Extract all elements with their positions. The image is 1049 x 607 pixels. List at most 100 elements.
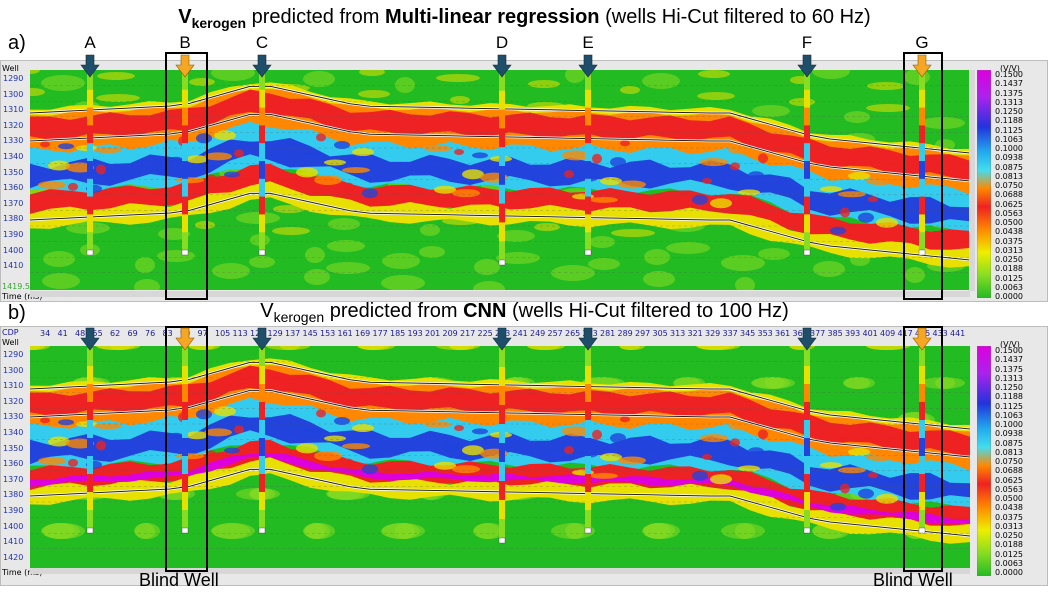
panel-b-colorbar [977,346,991,576]
background-speckle [304,269,330,285]
amplitude-speckle [710,474,732,485]
amplitude-speckle [702,453,712,460]
well-arrow-icon [912,327,932,351]
amplitude-speckle [720,181,736,188]
amplitude-speckle [224,171,240,178]
well-log-segment [499,519,505,539]
well-log-segment [919,348,925,367]
background-speckle [497,230,535,242]
well-log-C[interactable] [258,72,266,256]
well-log-segment [87,474,93,493]
panel-a-time-tick: 1370 [3,198,24,208]
well-log-segment [259,72,265,91]
panel-a-seismic-section[interactable] [30,70,970,290]
colorbar-tick: 0.0188 [995,264,1023,274]
well-log-G[interactable] [918,348,926,534]
well-log-segment [804,89,810,109]
panel-a-time-tick: 1320 [3,120,24,130]
background-speckle [644,249,670,265]
well-label-E: E [582,33,594,52]
panel-b-time-tick: 1290 [3,350,24,359]
background-speckle [565,70,585,83]
colorbar-tick: 0.0563 [995,484,1023,494]
well-log-A[interactable] [86,348,94,534]
background-speckle [620,86,640,94]
well-log-segment [804,474,810,493]
well-log-segment [182,178,188,198]
amplitude-speckle [362,464,378,475]
well-log-B[interactable] [181,348,189,534]
blind-well-box-b-a [165,52,208,300]
cdp-tick: 265 [565,329,581,338]
well-log-segment [585,348,591,367]
well-log-segment [499,72,505,92]
well-log-segment [259,125,265,144]
well-log-B[interactable] [181,72,189,256]
cdp-tick: 369 [792,329,808,338]
colorbar-tick: 0.0813 [995,171,1023,181]
amplitude-speckle [620,416,630,423]
panel-b-time-tick: 1320 [3,396,24,406]
well-log-A[interactable] [86,72,94,256]
panel-b-time-tick: 1360 [3,459,24,469]
blind-well-box-g-a [903,52,943,300]
well-log-E[interactable] [584,72,592,256]
well-label-F: F [801,33,813,52]
panel-a-time-tick: 1410 [3,261,24,271]
upper-yellow-band [30,358,970,439]
panel-a-vertical-scrollbar[interactable] [969,70,975,291]
amplitude-speckle [758,429,768,440]
panel-b-time-tick: 1370 [3,474,24,484]
well-log-segment [919,125,925,144]
well-log-D[interactable] [498,348,506,544]
background-speckle [236,212,280,224]
well-log-segment [87,72,93,91]
well-label-C: C [255,33,269,52]
amplitude-speckle [434,185,456,194]
cdp-tick: 329 [705,329,721,338]
background-speckle [382,253,420,269]
panel-a-horizontal-scrollbar[interactable] [30,291,970,297]
panel-a-time-tick: 1350 [3,167,24,177]
amplitude-speckle [424,145,452,152]
panel-b-horizontal-scrollbar[interactable] [30,568,970,574]
amplitude-speckle [214,406,236,417]
well-log-segment [804,232,810,251]
well-log-E[interactable] [584,348,592,534]
panel-a-time-label: Time (ms) [2,292,43,301]
well-log-segment [87,125,93,144]
cdp-tick: 76 [145,329,156,338]
background-speckle [697,92,735,100]
panel-a-time-tick: 1400 [3,245,24,255]
well-log-segment [259,348,265,367]
well-log-segment [87,107,93,126]
amplitude-speckle [748,447,764,456]
amplitude-speckle [702,177,712,184]
amplitude-speckle [482,192,492,201]
well-arrow-icon [80,327,100,351]
well-log-segment [87,402,93,421]
amplitude-speckle [600,453,622,462]
colorbar-tick: 0.0375 [995,512,1023,522]
amplitude-speckle [206,174,216,181]
well-arrow-icon [252,54,272,78]
background-speckle [789,98,815,106]
cdp-tick: 345 [740,329,756,338]
colorbar-tick: 0.0000 [995,568,1023,577]
panel-b-seismic-section[interactable] [30,346,970,568]
colorbar-tick: 0.0063 [995,282,1023,292]
well-label-D: D [495,33,509,52]
well-log-segment [499,462,505,482]
cdp-tick: 257 [547,329,563,338]
well-log-G[interactable] [918,72,926,256]
amplitude-speckle [840,207,850,218]
well-log-segment [87,196,93,215]
well-log-segment [87,214,93,233]
well-log-segment [585,474,591,493]
well-log-segment [804,72,810,91]
well-log-C[interactable] [258,348,266,534]
well-log-F[interactable] [803,348,811,534]
well-log-D[interactable] [498,72,506,266]
well-log-F[interactable] [803,72,811,256]
background-speckle [696,346,740,350]
